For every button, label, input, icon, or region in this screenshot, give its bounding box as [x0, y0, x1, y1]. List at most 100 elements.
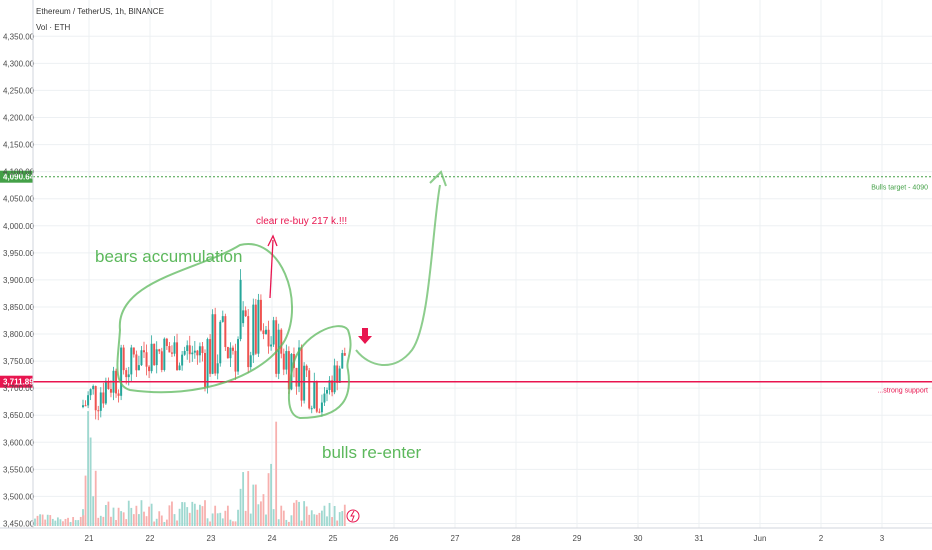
volume-bar [36, 515, 39, 526]
candle-body [176, 342, 179, 371]
volume-bar [186, 507, 189, 526]
x-tick-label: 2 [819, 534, 824, 543]
candle-body [282, 353, 285, 370]
candle-body [153, 343, 156, 366]
volume-bar [110, 516, 112, 526]
volume-bar [92, 496, 95, 526]
volume-bar [145, 516, 148, 526]
volume-bar [171, 501, 173, 526]
candle-body [127, 374, 130, 378]
volume-bar [178, 508, 181, 526]
volume-bar [122, 512, 125, 526]
candle-body [343, 353, 346, 356]
rebuy-arrow [269, 239, 274, 299]
candle-body [163, 338, 166, 370]
candle-body [89, 389, 92, 396]
volume-bar [315, 514, 318, 526]
candle-body [183, 350, 186, 355]
volume-bar [244, 510, 247, 526]
volume-bar [310, 510, 313, 526]
volume-bar [148, 506, 150, 526]
candle-body [305, 365, 308, 371]
last-price-label: 3,711.89 [3, 378, 34, 387]
candle-body [221, 316, 224, 322]
candle-body [99, 392, 102, 411]
volume-bar [79, 516, 82, 526]
candle-body [173, 342, 176, 354]
candle-body [204, 352, 206, 387]
volume-bar [232, 521, 234, 526]
candle-body [277, 329, 280, 374]
volume-bar [104, 504, 107, 526]
rebuy-label: clear re-buy 217 k.!!! [256, 216, 347, 227]
volume-bar [224, 510, 227, 526]
x-tick-label: Jun [754, 534, 767, 543]
volume-bar [97, 517, 100, 526]
candle-body [295, 367, 298, 387]
candle-body [262, 330, 265, 335]
candle-body [267, 329, 270, 347]
volume-bar [214, 505, 217, 526]
candle-body [247, 316, 250, 368]
candle-body [84, 405, 87, 407]
candle-body [186, 345, 189, 351]
volume-bar [39, 514, 41, 526]
candle-body [336, 365, 339, 383]
volume-bar [305, 506, 308, 526]
volume-bar [323, 505, 326, 526]
candle-body [109, 388, 112, 393]
candle-body [168, 346, 171, 353]
candle-body [341, 353, 344, 369]
y-tick-label: 4,100.00 [3, 168, 35, 177]
volume-bar [275, 421, 278, 526]
candle-body [315, 381, 318, 412]
y-tick-label: 3,750.00 [3, 357, 35, 366]
volume-bar [160, 515, 163, 526]
y-tick-label: 4,000.00 [3, 222, 35, 231]
target-note: Bulls target - 4090 [871, 185, 928, 192]
volume-bar [82, 515, 85, 526]
volume-bar [338, 512, 341, 526]
volume-bar [247, 471, 250, 526]
candle-body [178, 365, 181, 371]
volume-layer [34, 411, 346, 526]
candle-body [328, 380, 331, 390]
candle-body [145, 352, 148, 367]
candle-body [130, 347, 133, 375]
volume-bar [99, 515, 102, 526]
volume-bar [181, 502, 184, 526]
candle-body [303, 365, 306, 401]
candle-body [270, 344, 273, 347]
volume-bar [143, 511, 145, 526]
volume-bar [130, 507, 133, 526]
candle-body [102, 392, 105, 404]
volume-bar [59, 519, 62, 526]
volume-bar [229, 519, 232, 526]
volume-bar [165, 519, 168, 526]
volume-bar [72, 517, 75, 526]
volume-bar [77, 520, 80, 526]
volume-bar [140, 500, 143, 526]
volume-bar [290, 515, 293, 526]
volume-bar [270, 463, 272, 526]
volume-bar [74, 520, 77, 526]
volume-bar [216, 513, 219, 526]
volume-bar [62, 521, 64, 526]
bulls-zone-outline [287, 325, 352, 420]
volume-bar [132, 514, 135, 526]
volume-bar [303, 501, 306, 526]
candle-body [143, 350, 145, 353]
candle-body [94, 386, 97, 411]
volume-bar [94, 470, 97, 526]
candle-body [313, 381, 316, 409]
candle-body [137, 365, 140, 371]
volume-bar [300, 520, 303, 526]
volume-bar [176, 520, 178, 526]
x-tick-label: 22 [146, 534, 155, 543]
bears-label: bears accumulation [95, 247, 242, 266]
candle-body [320, 402, 323, 413]
lightning-icon [350, 510, 355, 522]
volume-label: Vol · ETH [36, 23, 70, 32]
volume-bar [326, 516, 328, 526]
